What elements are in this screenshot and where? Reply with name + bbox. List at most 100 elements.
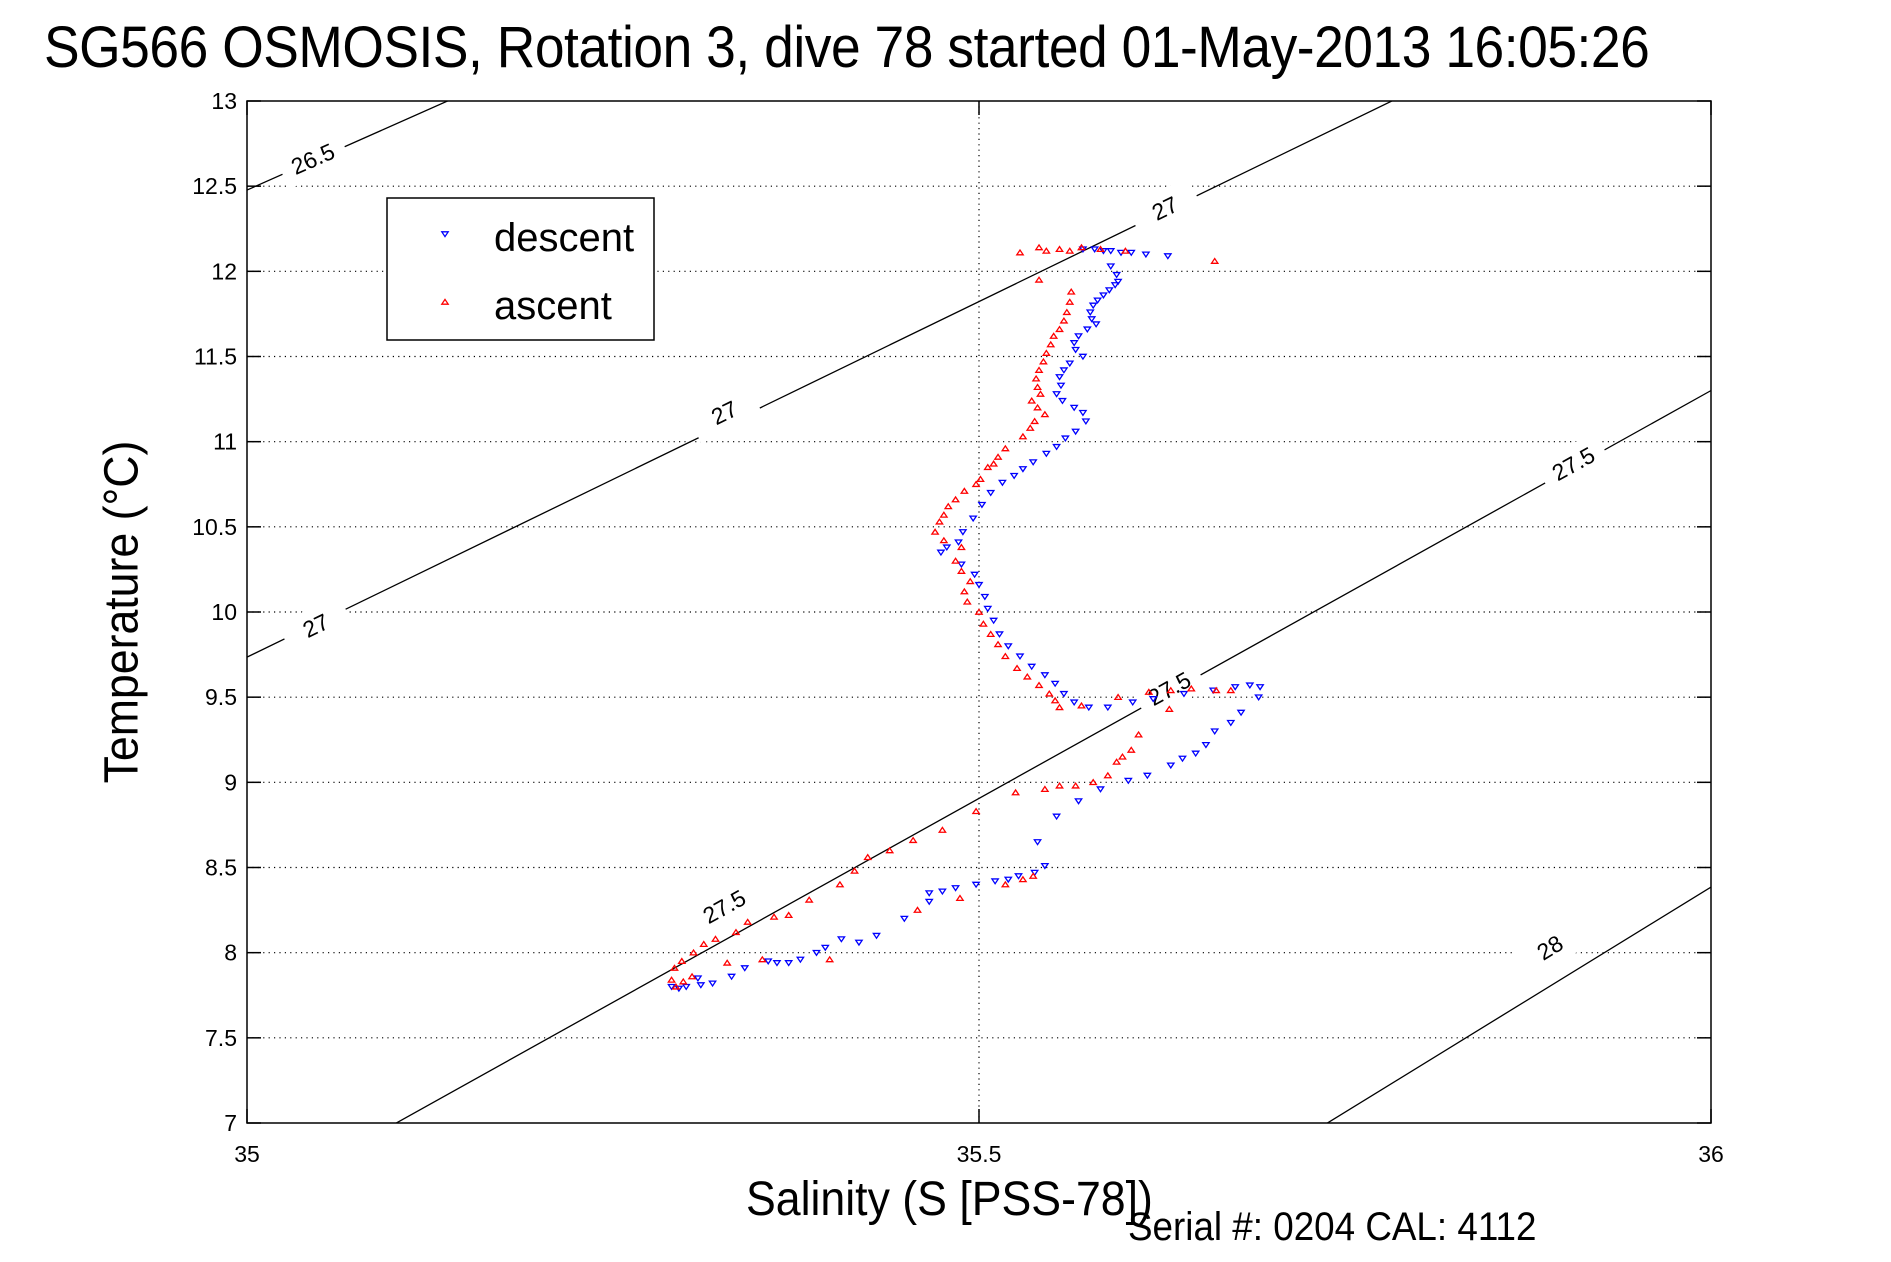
- descent-point: [784, 960, 794, 967]
- ascent-point: [689, 948, 698, 956]
- ascent-point: [1055, 325, 1064, 333]
- descent-point: [872, 932, 881, 940]
- ascent-point: [943, 502, 953, 510]
- descent-point: [1082, 326, 1092, 334]
- descent-point: [1018, 466, 1028, 473]
- descent-point: [1163, 253, 1173, 260]
- descent-point: [1052, 443, 1062, 451]
- y-tick-label: 8.5: [205, 855, 237, 881]
- ascent-point: [1096, 245, 1105, 253]
- descent-point: [1078, 353, 1088, 361]
- ascent-point: [1044, 689, 1054, 697]
- ascent-point: [825, 955, 835, 963]
- series-ascent: [667, 243, 1236, 990]
- descent-point: [1103, 704, 1113, 712]
- descent-point: [667, 983, 676, 991]
- descent-point: [1148, 696, 1158, 703]
- ascent-point: [1055, 781, 1064, 789]
- descent-point: [1191, 750, 1201, 758]
- y-tick-label: 9: [224, 769, 237, 795]
- descent-point: [1123, 777, 1133, 785]
- ascent-point: [908, 836, 918, 844]
- ascent-point: [974, 608, 984, 615]
- descent-point: [1090, 246, 1100, 253]
- ascent-point: [1055, 703, 1064, 711]
- descent-point: [1060, 435, 1070, 443]
- ascent-point: [1126, 746, 1136, 753]
- ascent-point: [757, 955, 767, 963]
- descent-point: [1003, 876, 1013, 884]
- descent-point: [1179, 690, 1189, 698]
- descent-point: [1052, 813, 1062, 821]
- isopycnal-label-gap: [1511, 914, 1589, 981]
- descent-point: [1059, 367, 1069, 374]
- ascent-point: [1018, 432, 1028, 440]
- descent-point: [1069, 699, 1079, 707]
- ascent-point: [937, 826, 947, 833]
- ascent-point: [1226, 686, 1236, 694]
- ascent-point: [1088, 778, 1098, 786]
- isopycnal-line-28: [1326, 886, 1711, 1123]
- legend-marker-descent: [440, 231, 450, 238]
- descent-point: [1096, 786, 1105, 793]
- isopycnal-label-gap: [1126, 177, 1204, 240]
- descent-point: [1033, 839, 1042, 846]
- descent-point: [1091, 321, 1101, 328]
- ascent-point: [978, 620, 988, 627]
- descent-point: [1201, 742, 1211, 749]
- ascent-point: [1071, 781, 1081, 789]
- ascent-point: [722, 959, 732, 966]
- descent-point: [836, 936, 846, 943]
- descent-point: [1126, 249, 1136, 257]
- ascent-point: [1120, 247, 1130, 254]
- ascent-point: [1077, 243, 1086, 251]
- ascent-point: [711, 935, 720, 942]
- ascent-point: [1164, 705, 1174, 712]
- descent-point: [1071, 428, 1081, 436]
- isopycnal-label-gap: [685, 874, 763, 939]
- legend: descent ascent: [386, 197, 655, 341]
- descent-point: [986, 489, 996, 497]
- ascent-point: [951, 495, 960, 503]
- ascent-point: [959, 487, 969, 494]
- ascent-point: [1033, 383, 1042, 391]
- descent-point: [942, 544, 952, 552]
- descent-point: [1074, 333, 1083, 340]
- descent-point: [924, 898, 934, 906]
- descent-point: [995, 631, 1004, 638]
- ascent-point: [1031, 374, 1041, 382]
- ascent-point: [670, 964, 679, 971]
- descent-point: [1056, 382, 1066, 390]
- ascent-point: [687, 972, 697, 980]
- ascent-point: [1034, 366, 1044, 373]
- descent-point: [1069, 340, 1079, 347]
- ascent-point: [1040, 410, 1050, 418]
- descent-point: [954, 539, 963, 546]
- ascent-point: [1134, 730, 1143, 738]
- descent-point: [1255, 684, 1265, 691]
- descent-point: [1087, 316, 1097, 323]
- ascent-point: [959, 587, 969, 595]
- ascent-point: [1065, 247, 1075, 254]
- isopycnal-label-gap: [1534, 431, 1612, 497]
- descent-point: [1027, 663, 1037, 671]
- descent-point: [998, 479, 1007, 487]
- descent-point: [1040, 672, 1050, 679]
- ascent-point: [885, 846, 895, 854]
- y-tick-label: 13: [211, 88, 237, 114]
- legend-marker-ascent: [440, 298, 450, 305]
- descent-point: [1099, 292, 1108, 299]
- descent-point: [1003, 643, 1013, 650]
- descent-point: [681, 983, 691, 991]
- y-tick-label: 7.5: [205, 1025, 237, 1051]
- ascent-point: [1034, 276, 1044, 283]
- ascent-point: [935, 517, 944, 525]
- descent-point: [763, 958, 773, 965]
- ascent-point: [1034, 681, 1044, 689]
- descent-point: [795, 956, 805, 964]
- y-axis-label: Temperature (°C): [95, 440, 149, 784]
- ascent-point: [1041, 349, 1051, 356]
